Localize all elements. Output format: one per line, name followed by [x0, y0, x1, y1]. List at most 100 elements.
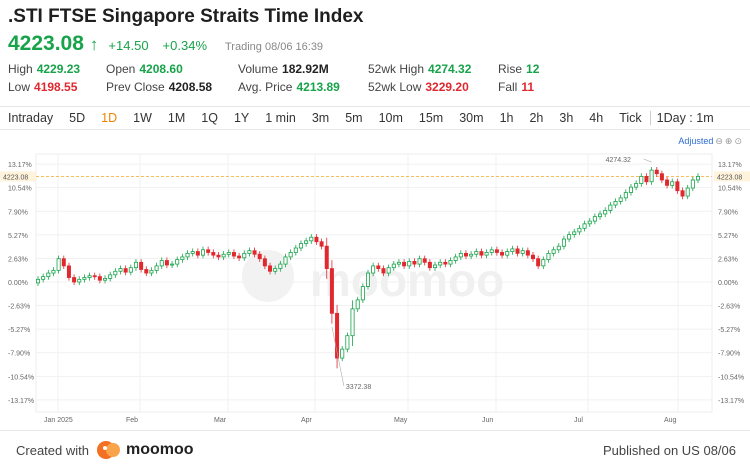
candle-body: [51, 269, 56, 274]
candle-body: [500, 252, 505, 256]
candle-body: [159, 260, 164, 267]
current-price-tag-right: [714, 171, 750, 182]
candle-body: [216, 254, 221, 258]
y-tick-right: -7.90%: [718, 351, 740, 358]
candle-body: [128, 267, 133, 273]
candle-body: [391, 263, 396, 269]
candle-body: [659, 173, 664, 181]
y-tick-left: -2.63%: [8, 304, 30, 311]
candle-body: [448, 260, 453, 265]
y-tick-left: 13.17%: [8, 162, 32, 169]
candle-body: [546, 252, 551, 261]
tab-1q[interactable]: 1Q: [201, 111, 218, 125]
adjust-toggle[interactable]: Adjusted ⊖ ⊕ ⊙: [678, 136, 742, 146]
tab-1-min[interactable]: 1 min: [265, 111, 296, 125]
candle-body: [489, 249, 494, 253]
arrow-up-icon: ↑: [89, 35, 99, 54]
candle-body: [123, 268, 128, 273]
tab-1m[interactable]: 1M: [167, 111, 186, 125]
candle-body: [494, 249, 499, 253]
candle-body: [644, 175, 649, 183]
candle-body: [598, 213, 603, 218]
candle-body: [422, 258, 427, 263]
tab-1y[interactable]: 1Y: [233, 111, 250, 125]
candle-body: [139, 261, 144, 270]
candle-body: [252, 250, 257, 255]
candle-body: [484, 252, 489, 256]
candle-body: [164, 260, 169, 266]
low-annotation-line: [331, 326, 345, 387]
tab-2h[interactable]: 2h: [529, 111, 544, 125]
candle-body: [685, 187, 690, 197]
candle-body: [324, 245, 329, 269]
candle-body: [92, 275, 97, 278]
stat-rise: Rise 12: [498, 62, 540, 76]
tab-1h[interactable]: 1h: [499, 111, 514, 125]
candle-body: [304, 240, 309, 244]
candle-body: [479, 251, 484, 256]
settings-icon[interactable]: ⊙: [734, 136, 742, 146]
tab-3m[interactable]: 3m: [311, 111, 330, 125]
y-tick-right: 2.63%: [718, 256, 738, 263]
candle-body: [603, 210, 608, 215]
candle-body: [592, 216, 597, 222]
candle-body: [613, 201, 618, 206]
tab-3h[interactable]: 3h: [559, 111, 574, 125]
tab-1day-1m[interactable]: 1Day : 1m: [649, 111, 722, 125]
y-tick-left: -5.27%: [8, 327, 30, 334]
candle-body: [649, 169, 654, 183]
y-tick-right: -13.17%: [718, 398, 744, 405]
tab-15m[interactable]: 15m: [418, 111, 444, 125]
y-tick-right: 5.27%: [718, 233, 738, 240]
candle-body: [278, 263, 283, 269]
tab-30m[interactable]: 30m: [459, 111, 484, 125]
candle-body: [670, 181, 675, 186]
tab-1w[interactable]: 1W: [133, 111, 152, 125]
candle-body: [190, 251, 195, 254]
candle-body: [474, 251, 479, 255]
candle-body: [170, 263, 175, 266]
plus-icon[interactable]: ⊕: [724, 136, 733, 146]
candle-body: [371, 265, 376, 274]
tab-1d[interactable]: 1D: [101, 111, 118, 125]
candle-body: [335, 312, 340, 359]
candle-body: [582, 223, 587, 229]
candle-body: [427, 261, 432, 269]
candle-body: [350, 308, 355, 337]
candle-body: [226, 252, 231, 255]
tab-tick[interactable]: Tick: [619, 111, 642, 125]
candle-body: [407, 261, 412, 267]
tab-4h[interactable]: 4h: [589, 111, 604, 125]
tab-10m[interactable]: 10m: [378, 111, 403, 125]
x-tick-label: May: [394, 417, 408, 424]
last-price: 4223.08: [8, 32, 84, 55]
y-tick-left: 0.00%: [8, 280, 28, 287]
candle-body: [608, 204, 613, 211]
candle-body: [402, 261, 407, 267]
candle-body: [154, 265, 159, 271]
x-tick-label: Apr: [301, 417, 313, 424]
candle-body: [319, 241, 324, 247]
minus-icon[interactable]: ⊖: [715, 136, 723, 146]
candle-body: [247, 250, 252, 254]
candle-body: [623, 192, 628, 199]
tab-intraday[interactable]: Intraday: [8, 111, 54, 125]
candle-body: [345, 335, 350, 350]
high-annotation: 4274.32: [606, 157, 631, 164]
tab-5m[interactable]: 5m: [345, 111, 363, 125]
candle-body: [273, 268, 278, 272]
candle-body: [628, 186, 633, 193]
y-tick-right: 13.17%: [718, 162, 742, 169]
candle-body: [221, 253, 226, 258]
candle-body: [536, 258, 541, 267]
y-tick-right: 7.90%: [718, 209, 738, 216]
stat-high: High 4229.23: [8, 62, 81, 76]
low-annotation: 3372.38: [346, 384, 371, 391]
candle-body: [293, 247, 298, 253]
tab-5d[interactable]: 5D: [69, 111, 86, 125]
stat-fall: Fall 11: [498, 80, 535, 94]
y-tick-right: -2.63%: [718, 304, 740, 311]
price-chart[interactable]: moomoo 13.17% 13.17% 10.54% 10.54% 7.90% 7.90%…: [0, 146, 750, 428]
moomoo-logo-icon: [97, 441, 120, 459]
candle-body: [433, 264, 438, 269]
